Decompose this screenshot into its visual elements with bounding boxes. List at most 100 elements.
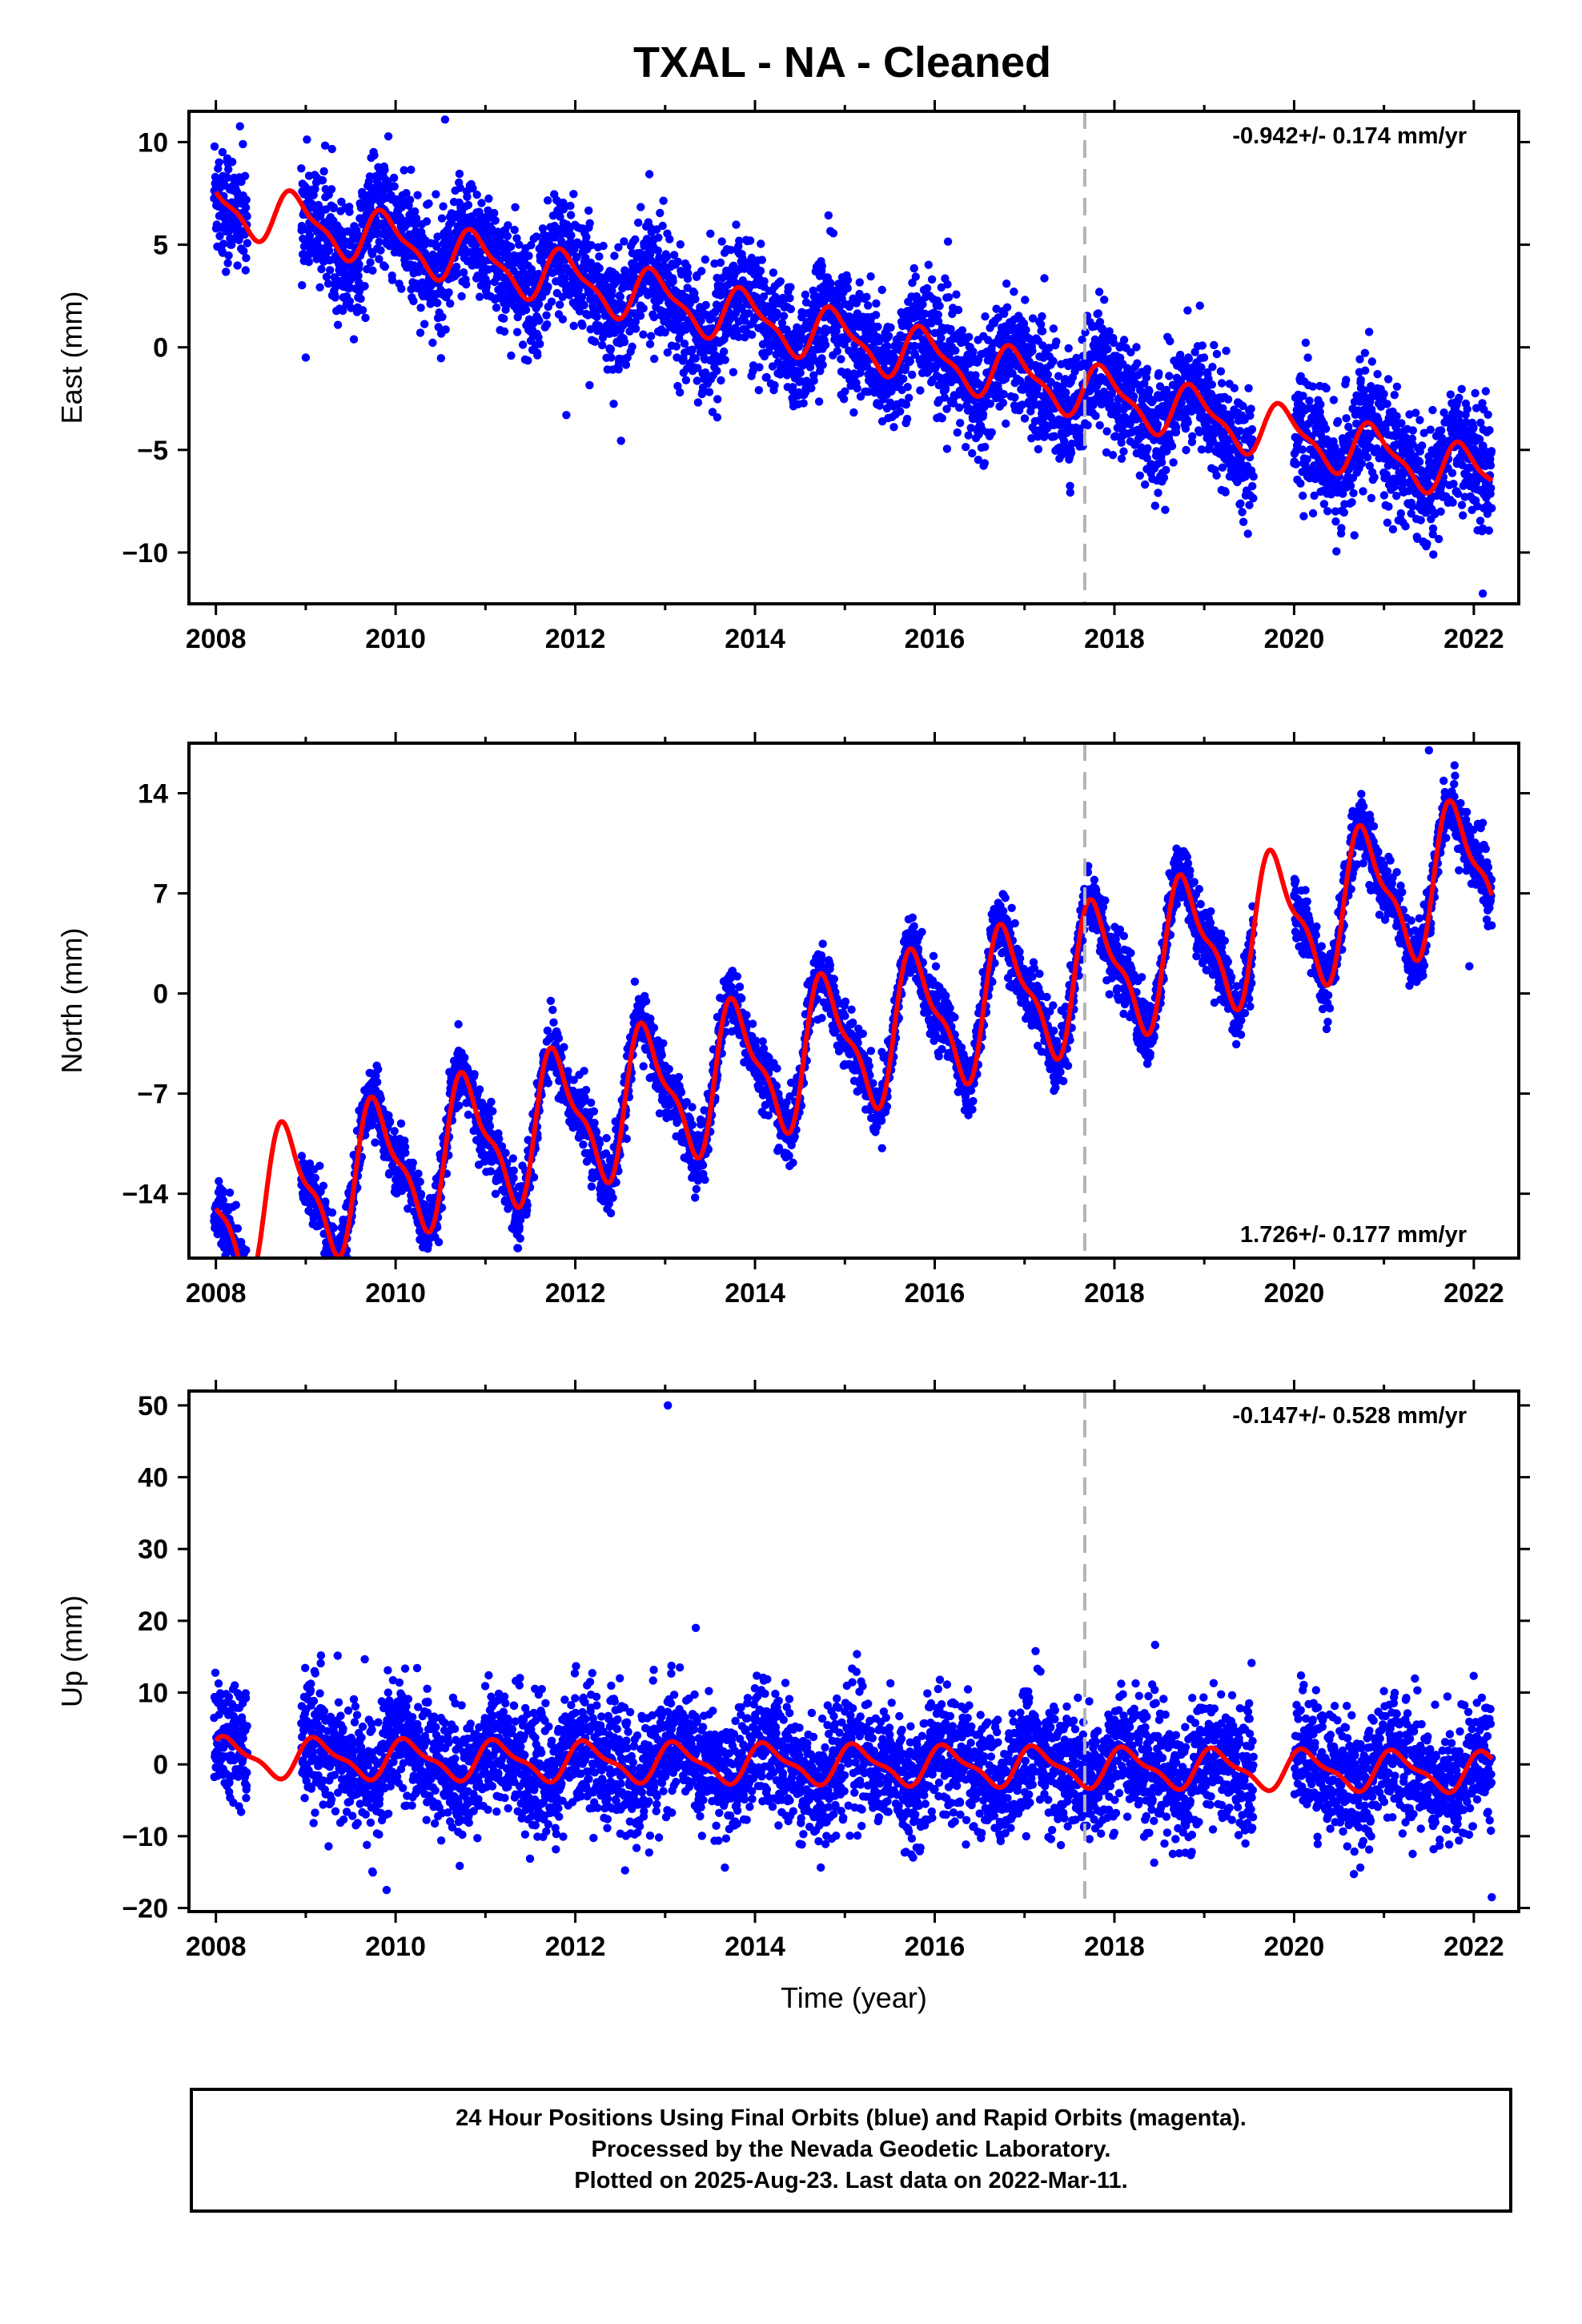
data-point bbox=[446, 299, 455, 308]
data-point bbox=[407, 165, 416, 175]
data-point bbox=[1159, 473, 1169, 482]
data-point bbox=[323, 279, 333, 288]
data-point bbox=[1119, 336, 1129, 344]
data-point bbox=[621, 360, 631, 369]
data-point bbox=[1471, 388, 1480, 398]
data-point bbox=[821, 340, 830, 349]
data-point bbox=[807, 384, 816, 392]
data-point bbox=[1043, 370, 1053, 379]
data-point bbox=[1469, 423, 1478, 432]
data-point bbox=[534, 333, 543, 342]
data-point bbox=[1448, 498, 1457, 507]
data-point bbox=[1100, 296, 1109, 304]
data-point bbox=[1481, 387, 1491, 396]
data-point bbox=[607, 353, 616, 362]
data-point bbox=[1373, 370, 1382, 379]
data-point bbox=[779, 312, 789, 320]
data-point bbox=[567, 231, 576, 240]
data-point bbox=[1049, 356, 1058, 366]
data-point bbox=[1049, 324, 1058, 333]
data-point bbox=[1094, 287, 1104, 296]
data-point bbox=[817, 261, 826, 271]
data-point bbox=[580, 300, 588, 310]
data-point bbox=[400, 166, 408, 175]
data-point bbox=[843, 275, 853, 284]
data-point bbox=[347, 304, 355, 312]
x-tick-label: 2022 bbox=[1443, 624, 1504, 654]
data-point bbox=[924, 260, 934, 269]
data-point bbox=[883, 342, 892, 351]
data-point bbox=[218, 147, 227, 157]
east-y-axis-label: East (mm) bbox=[55, 292, 88, 424]
data-point bbox=[411, 207, 420, 216]
data-point bbox=[1367, 493, 1376, 503]
data-point bbox=[786, 283, 795, 292]
data-point bbox=[649, 312, 659, 322]
y-tick-label: 5 bbox=[153, 231, 168, 261]
data-point bbox=[472, 191, 481, 199]
data-point bbox=[355, 260, 363, 269]
data-point bbox=[361, 313, 370, 323]
data-point bbox=[1095, 420, 1104, 430]
data-point bbox=[324, 246, 334, 255]
data-point bbox=[477, 199, 486, 207]
data-point bbox=[1415, 416, 1424, 424]
data-point bbox=[416, 304, 425, 312]
data-point bbox=[510, 225, 519, 235]
data-point bbox=[303, 135, 311, 144]
data-point bbox=[606, 344, 615, 353]
x-tick-label: 2014 bbox=[725, 624, 785, 654]
data-point bbox=[1119, 447, 1128, 456]
data-point bbox=[222, 267, 231, 276]
data-point bbox=[515, 240, 524, 249]
data-point bbox=[239, 139, 247, 149]
data-point bbox=[1388, 525, 1398, 534]
data-point bbox=[416, 328, 425, 337]
data-point bbox=[1038, 312, 1046, 321]
data-point bbox=[1429, 550, 1438, 559]
data-point bbox=[634, 218, 643, 227]
data-point bbox=[981, 442, 990, 452]
data-point bbox=[366, 258, 375, 267]
data-point bbox=[672, 342, 681, 351]
data-point bbox=[896, 407, 905, 416]
data-point bbox=[231, 1200, 240, 1209]
data-point bbox=[968, 448, 977, 458]
data-point bbox=[645, 340, 655, 348]
data-point bbox=[1363, 452, 1372, 462]
data-point bbox=[383, 132, 393, 141]
data-point bbox=[903, 383, 912, 392]
data-point bbox=[884, 332, 893, 340]
data-point bbox=[669, 277, 677, 286]
data-point bbox=[839, 395, 849, 404]
data-point bbox=[1198, 341, 1207, 350]
data-point bbox=[862, 292, 871, 301]
data-point bbox=[463, 192, 472, 201]
data-point bbox=[987, 428, 997, 437]
data-point bbox=[1408, 426, 1418, 435]
data-point bbox=[1247, 424, 1257, 434]
data-point bbox=[490, 208, 499, 218]
data-point bbox=[665, 235, 674, 243]
x-tick-label: 2010 bbox=[365, 624, 426, 654]
data-point bbox=[729, 368, 738, 376]
data-point bbox=[242, 195, 251, 204]
data-point bbox=[1066, 488, 1075, 497]
data-point bbox=[566, 201, 575, 211]
data-point bbox=[1161, 505, 1170, 514]
data-point bbox=[755, 363, 764, 372]
data-point bbox=[981, 312, 990, 321]
data-point bbox=[1361, 366, 1370, 375]
data-point bbox=[345, 207, 354, 216]
data-point bbox=[219, 1186, 227, 1196]
data-point bbox=[1305, 396, 1314, 405]
data-point bbox=[1021, 296, 1030, 304]
data-point bbox=[1002, 279, 1011, 288]
data-point bbox=[1436, 507, 1445, 516]
data-point bbox=[1342, 376, 1351, 384]
data-point bbox=[533, 351, 542, 360]
data-point bbox=[298, 281, 307, 290]
data-point bbox=[639, 330, 648, 339]
data-point bbox=[1323, 507, 1332, 516]
data-point bbox=[770, 380, 779, 390]
